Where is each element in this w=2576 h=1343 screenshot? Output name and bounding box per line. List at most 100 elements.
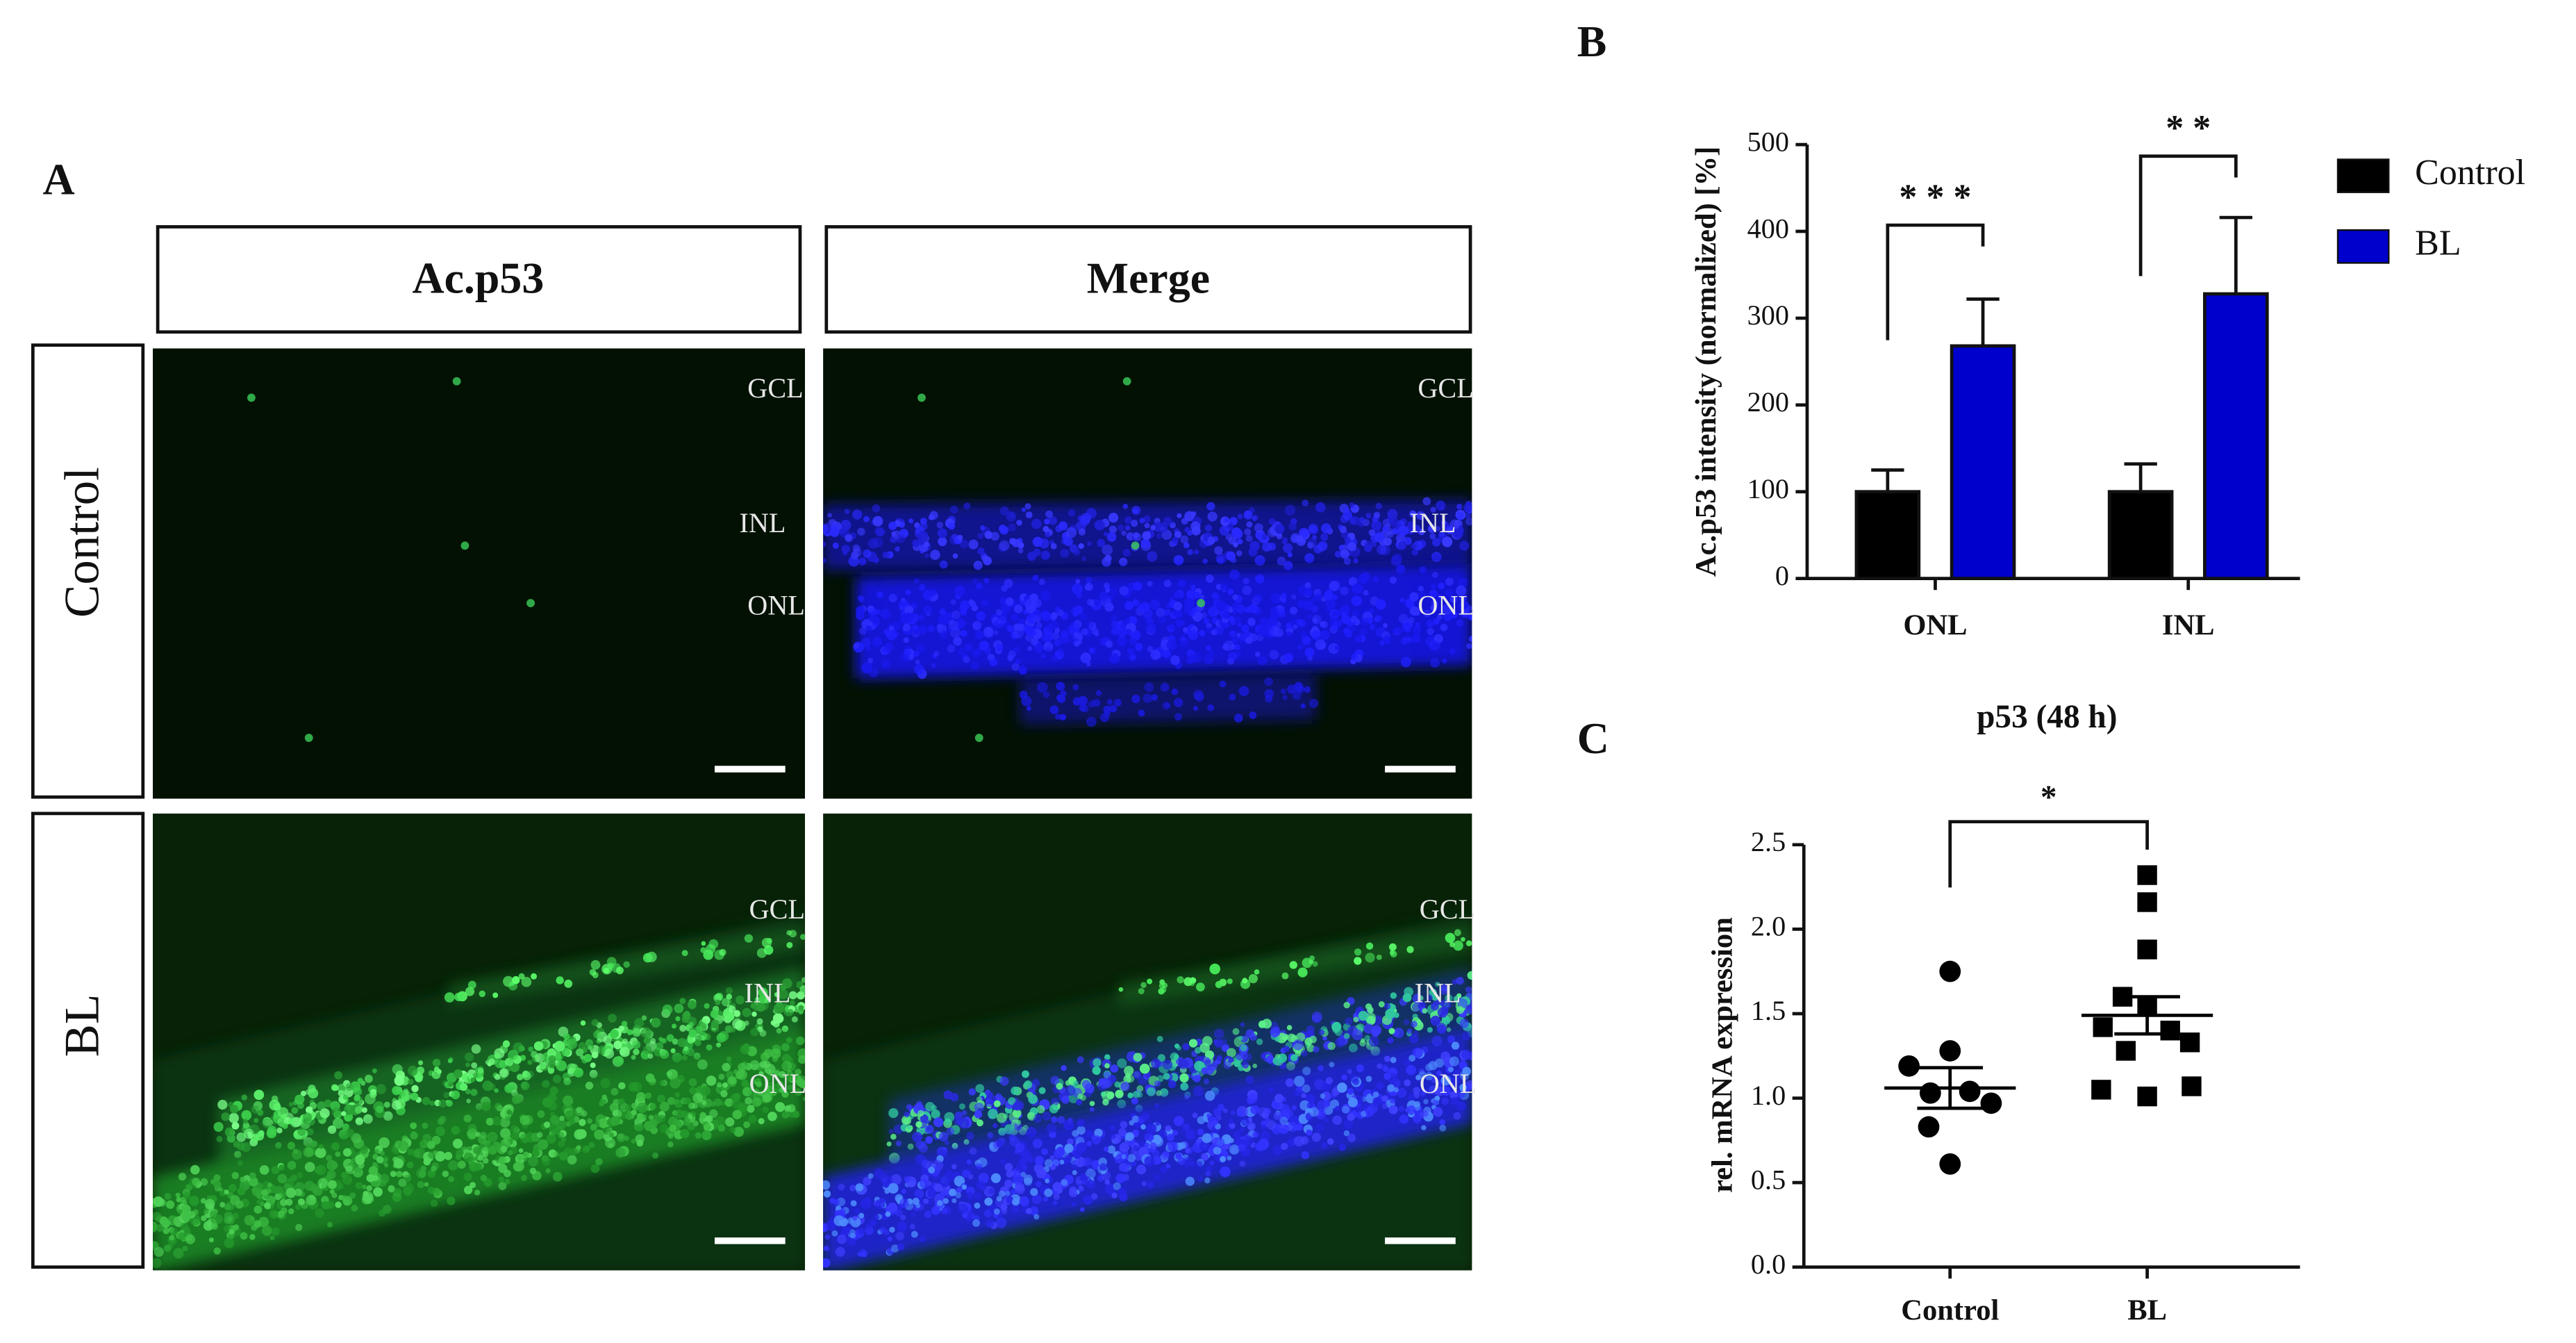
cell-nucleus <box>786 941 793 948</box>
cell-nucleus <box>1031 609 1042 620</box>
cell-nucleus <box>1111 615 1117 622</box>
cell-nucleus <box>1300 631 1307 638</box>
cell-nucleus <box>471 1044 481 1054</box>
cell-nucleus <box>919 1178 930 1189</box>
cell-nucleus <box>1185 1129 1196 1140</box>
cell-nucleus <box>1308 523 1318 533</box>
cell-nucleus <box>1129 638 1137 645</box>
cell-nucleus <box>1006 1170 1014 1178</box>
cell-nucleus <box>558 1140 565 1148</box>
cell-nucleus <box>1349 502 1355 508</box>
cell-nucleus <box>1392 521 1402 531</box>
cell-nucleus <box>938 1132 949 1142</box>
cell-nucleus <box>774 1070 780 1076</box>
cell-nucleus <box>799 934 806 940</box>
cell-nucleus <box>465 1089 471 1095</box>
cell-nucleus <box>1426 994 1433 1001</box>
cell-nucleus <box>467 1123 477 1133</box>
cell-nucleus <box>651 1017 661 1028</box>
cell-nucleus <box>984 1197 993 1206</box>
cell-nucleus <box>621 1021 628 1027</box>
cell-nucleus <box>1229 1137 1234 1144</box>
cell-nucleus <box>1358 521 1364 527</box>
cell-nucleus <box>335 1151 341 1157</box>
cell-nucleus <box>786 1037 792 1044</box>
cell-nucleus <box>895 1209 903 1217</box>
layer-label: ONL <box>1420 1068 1477 1099</box>
cell-nucleus <box>1252 516 1257 522</box>
cell-nucleus <box>1306 1129 1313 1136</box>
cell-nucleus <box>1056 694 1063 701</box>
cell-nucleus <box>995 609 1003 616</box>
cell-nucleus <box>1390 1057 1397 1064</box>
cell-nucleus <box>1233 643 1241 650</box>
cell-nucleus <box>1331 623 1339 631</box>
cell-nucleus <box>891 531 896 536</box>
cell-nucleus <box>1347 1069 1352 1075</box>
cell-nucleus <box>416 1066 425 1075</box>
cell-nucleus <box>1388 1105 1398 1114</box>
cell-nucleus <box>888 521 897 531</box>
cell-nucleus <box>936 522 944 529</box>
cell-nucleus <box>1034 643 1044 653</box>
cell-nucleus <box>1199 629 1206 637</box>
cell-nucleus <box>1180 1082 1189 1091</box>
cell-nucleus <box>968 539 979 550</box>
cell-nucleus <box>1149 1142 1157 1150</box>
cell-nucleus <box>857 595 864 602</box>
cell-nucleus <box>297 1127 306 1136</box>
cell-nucleus <box>403 1174 412 1183</box>
cell-nucleus <box>1089 1107 1095 1112</box>
cell-nucleus <box>1311 625 1319 632</box>
cell-nucleus <box>1040 653 1046 659</box>
cell-nucleus <box>1382 525 1389 533</box>
cell-nucleus <box>467 980 476 989</box>
cell-nucleus <box>442 1170 449 1178</box>
cell-nucleus <box>958 604 968 613</box>
cell-nucleus <box>531 973 538 980</box>
cell-nucleus <box>897 1243 905 1251</box>
cell-nucleus <box>1044 1188 1053 1197</box>
cell-nucleus <box>915 1121 922 1128</box>
cell-nucleus <box>294 1094 305 1105</box>
cell-nucleus <box>1041 611 1052 622</box>
cell-nucleus <box>796 1036 805 1046</box>
cell-nucleus <box>759 1030 767 1037</box>
cell-nucleus <box>590 1062 596 1069</box>
cell-nucleus <box>1112 1151 1117 1157</box>
cell-nucleus <box>1099 1163 1107 1171</box>
cell-nucleus <box>528 1046 534 1052</box>
cell-nucleus <box>886 1203 897 1213</box>
cell-nucleus <box>917 1110 924 1117</box>
cell-nucleus <box>996 643 1004 651</box>
cell-nucleus <box>364 1074 373 1083</box>
cell-nucleus <box>750 1028 759 1037</box>
cell-nucleus <box>545 1168 551 1173</box>
cell-nucleus <box>1465 940 1472 946</box>
cell-nucleus <box>1183 977 1193 987</box>
cell-nucleus <box>549 1123 560 1135</box>
cell-nucleus <box>1291 1105 1297 1111</box>
cell-nucleus <box>447 1196 456 1205</box>
cell-nucleus <box>1274 1037 1280 1042</box>
labeled-cell <box>1122 377 1131 386</box>
cell-nucleus <box>1206 645 1212 651</box>
cell-nucleus <box>640 1027 652 1039</box>
cell-nucleus <box>823 1190 831 1198</box>
bar <box>1854 490 1921 580</box>
cell-nucleus <box>1040 550 1050 560</box>
cell-nucleus <box>1180 636 1186 642</box>
cell-nucleus <box>917 625 928 635</box>
cell-nucleus <box>170 1231 176 1237</box>
cell-nucleus <box>1011 1189 1017 1195</box>
cell-nucleus <box>1141 1112 1150 1121</box>
cell-nucleus <box>1056 1082 1063 1090</box>
cell-nucleus <box>618 1082 626 1090</box>
cell-nucleus <box>992 1123 998 1128</box>
cell-nucleus <box>369 1090 377 1098</box>
cell-nucleus <box>391 1100 401 1110</box>
cell-nucleus <box>1205 574 1214 583</box>
cell-nucleus <box>153 1196 164 1208</box>
cell-nucleus <box>1281 972 1289 980</box>
cell-nucleus <box>998 1190 1006 1198</box>
